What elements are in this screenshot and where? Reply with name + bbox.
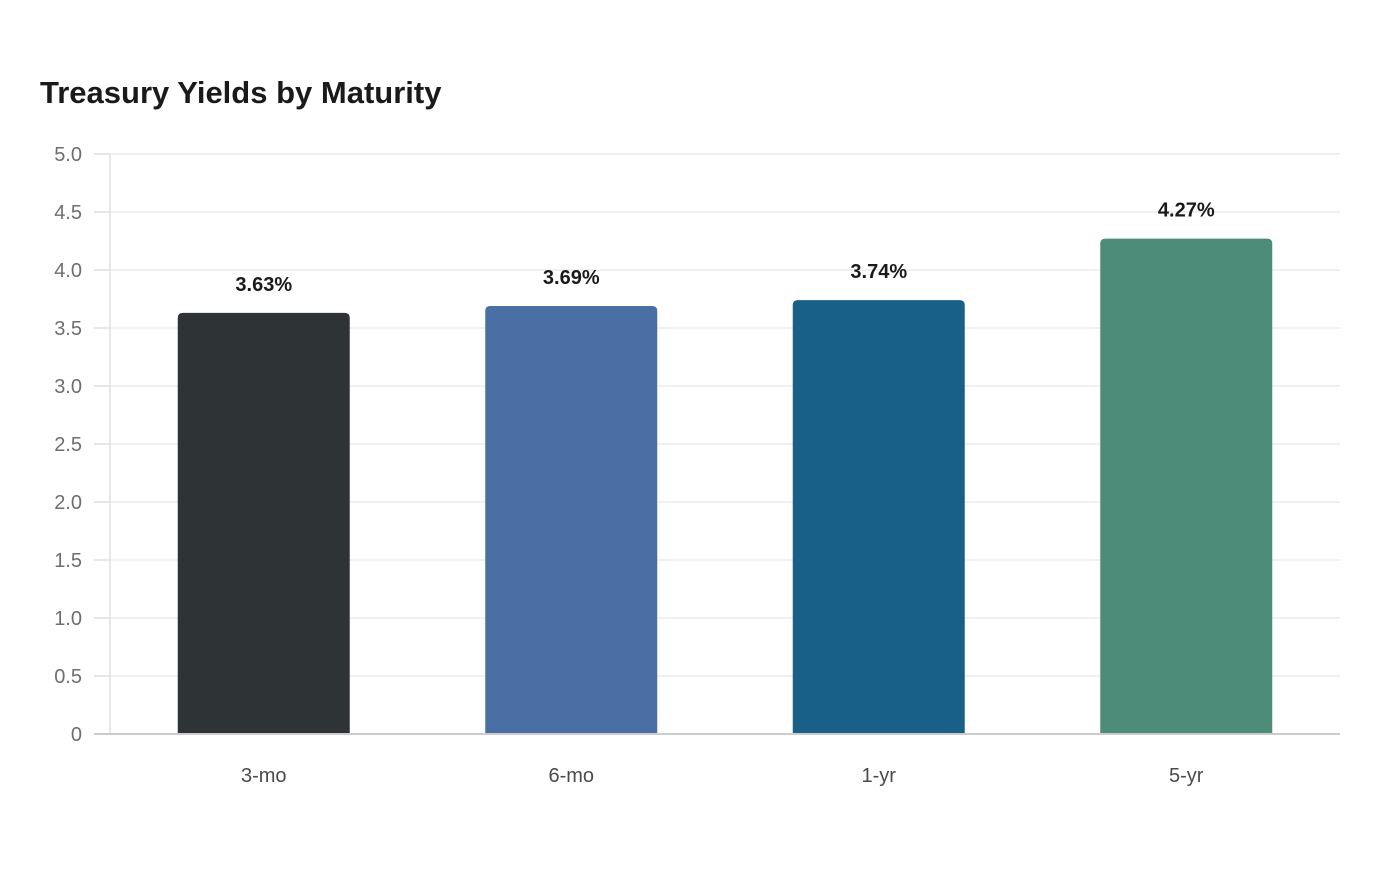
y-tick-label: 4.5 bbox=[54, 202, 82, 224]
x-tick-label-5-yr: 5-yr bbox=[1169, 765, 1204, 787]
bar-5-yr bbox=[1100, 238, 1273, 734]
y-tick-label: 2.5 bbox=[54, 434, 82, 456]
data-label-6-mo: 3.69% bbox=[543, 267, 600, 289]
y-tick-label: 1.0 bbox=[54, 608, 82, 630]
y-tick-label: 5.0 bbox=[54, 144, 82, 166]
bar-3-mo bbox=[177, 312, 350, 734]
x-tick-label-3-mo: 3-mo bbox=[241, 765, 287, 787]
bar-1-yr bbox=[792, 300, 965, 734]
data-labels: 3.63% 3.69% 3.74% 4.27% bbox=[235, 200, 1214, 296]
bar-6-mo bbox=[485, 305, 658, 734]
y-tick-label: 4.0 bbox=[54, 260, 82, 282]
y-tick-label: 0.5 bbox=[54, 666, 82, 688]
x-tick-label-1-yr: 1-yr bbox=[862, 765, 897, 787]
y-tick-label: 0 bbox=[71, 724, 82, 746]
data-label-3-mo: 3.63% bbox=[235, 274, 292, 296]
data-label-1-yr: 3.74% bbox=[850, 261, 907, 283]
y-tick-label: 3.5 bbox=[54, 318, 82, 340]
y-axis-ticks: 0 0.5 1.0 1.5 2.0 2.5 3.0 3.5 4.0 4.5 5.0 bbox=[54, 144, 110, 746]
y-tick-label: 1.5 bbox=[54, 550, 82, 572]
chart-title: Treasury Yields by Maturity bbox=[40, 75, 442, 110]
x-tick-label-6-mo: 6-mo bbox=[548, 765, 594, 787]
y-tick-label: 3.0 bbox=[54, 376, 82, 398]
data-label-5-yr: 4.27% bbox=[1158, 200, 1215, 222]
x-axis-ticks: 3-mo 6-mo 1-yr 5-yr bbox=[94, 733, 1340, 787]
bars bbox=[177, 238, 1273, 734]
y-tick-label: 2.0 bbox=[54, 492, 82, 514]
